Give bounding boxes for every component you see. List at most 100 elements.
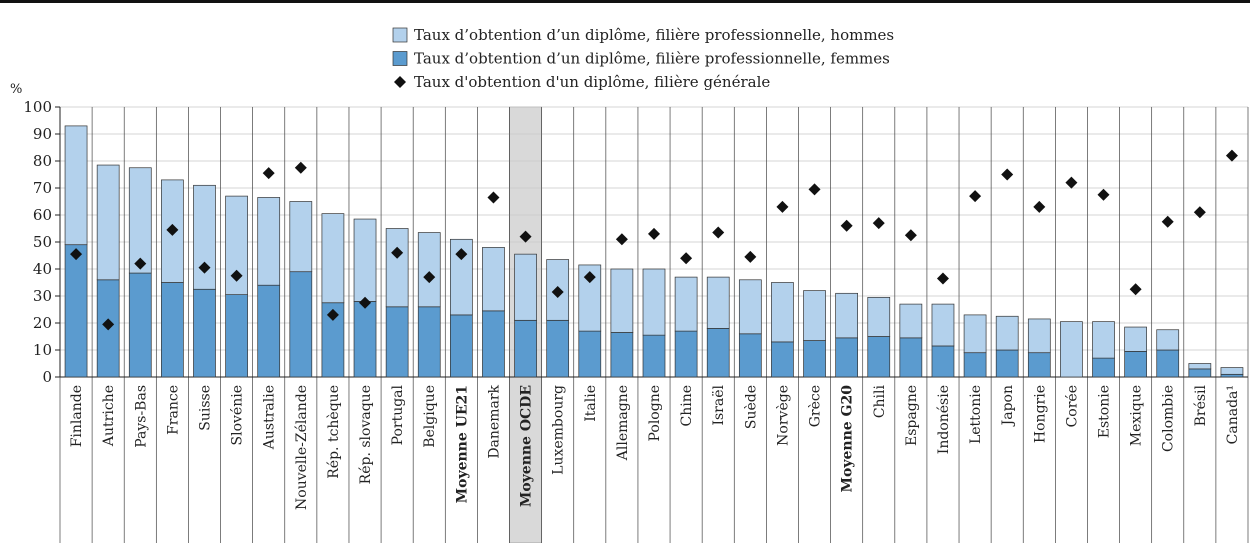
bar-segment <box>803 290 826 341</box>
diamond-marker <box>744 250 757 263</box>
bar-segment <box>257 284 281 378</box>
bar-segment <box>128 272 152 378</box>
legend-swatch <box>392 27 408 43</box>
x-tick-label: Nouvelle-Zélande <box>294 385 310 510</box>
bar-segment <box>546 319 570 378</box>
bar-segment <box>353 301 377 378</box>
bar-segment <box>64 244 88 378</box>
bar-segment <box>193 288 216 378</box>
bar-segment <box>674 276 698 332</box>
x-tick-label: Autriche <box>101 385 117 447</box>
diamond-marker <box>1193 206 1206 219</box>
legend-swatch <box>392 51 408 66</box>
x-tick-label: Portugal <box>390 384 406 445</box>
bar-segment <box>771 341 794 378</box>
bar-segment <box>738 333 762 378</box>
y-tick-label: 30 <box>33 287 52 305</box>
bar-segment <box>1124 351 1147 378</box>
legend-label: Taux d'obtention d'un diplôme, filière g… <box>414 73 770 91</box>
diamond-marker <box>1033 200 1046 213</box>
bar-segment <box>803 340 826 378</box>
diamond-marker <box>680 252 693 265</box>
bar-segment <box>931 303 955 347</box>
bar-segment <box>899 337 923 378</box>
bar-segment <box>385 228 409 308</box>
x-tick-label: Mexique <box>1129 385 1145 446</box>
x-tick-label: Hongrie <box>1032 385 1048 443</box>
bar-segment <box>867 297 891 337</box>
x-tick-label: Estonie <box>1097 385 1113 438</box>
x-tick-label: Finlande <box>69 385 85 447</box>
diamond-marker <box>904 229 917 242</box>
bar-segment <box>835 337 858 378</box>
bar-segment <box>64 125 88 246</box>
diamond-marker <box>648 227 660 240</box>
diamond-marker <box>294 161 307 174</box>
diamond-marker <box>487 191 500 204</box>
x-tick-label: Pays-Bas <box>133 385 149 448</box>
x-tick-label: Chili <box>872 384 888 418</box>
bar-segment <box>706 276 730 329</box>
x-tick-label: Moyenne OCDE <box>519 385 535 507</box>
x-tick-label: Rép. slovaque <box>358 385 374 484</box>
bar-segment <box>385 306 409 378</box>
x-tick-label: Japon <box>1000 385 1016 427</box>
bar-segment <box>289 201 313 273</box>
y-tick-label: 60 <box>33 206 52 224</box>
bar-segment <box>674 330 698 378</box>
bar-segment <box>610 268 634 333</box>
bar-segment <box>193 184 216 290</box>
bar-segment <box>257 197 281 286</box>
bar-segment <box>963 314 987 354</box>
y-tick-label: 20 <box>33 314 52 332</box>
bar-segment <box>321 213 345 304</box>
bar-segment <box>1027 352 1051 378</box>
bar-segment <box>706 328 730 378</box>
bar-segment <box>1188 368 1212 378</box>
diamond-marker <box>776 200 789 213</box>
x-tick-label: Italie <box>583 385 599 422</box>
y-tick-label: 40 <box>33 260 52 278</box>
bar-segment <box>1220 367 1244 375</box>
x-tick-label: Lettonie <box>968 385 984 444</box>
y-tick-label: 0 <box>42 368 52 386</box>
x-tick-label: Corée <box>1064 385 1080 427</box>
y-axis-label: % <box>10 82 22 97</box>
bar-segment <box>578 264 602 332</box>
diamond-marker <box>936 272 949 285</box>
bar-segment <box>225 294 248 378</box>
bar-segment <box>161 282 184 378</box>
bar-segment <box>482 310 505 378</box>
legend-label: Taux d’obtention d’un diplôme, filière p… <box>414 26 894 44</box>
bar-segment <box>1027 318 1051 354</box>
diamond-marker <box>1161 215 1174 228</box>
bar-segment <box>1220 373 1244 378</box>
x-tick-label: Chine <box>679 385 695 427</box>
diamond-marker <box>551 285 564 298</box>
x-tick-label: Grèce <box>808 385 824 427</box>
x-tick-label: Belgique <box>422 385 438 448</box>
bar-segment <box>1156 349 1180 378</box>
bar-segment <box>1156 329 1180 351</box>
bar-segment <box>1188 363 1212 370</box>
x-tick-label: Luxembourg <box>551 385 567 475</box>
bar-segment <box>450 314 473 378</box>
diamond-marker <box>326 308 339 321</box>
x-tick-label: Pologne <box>647 385 663 441</box>
diamond-marker <box>712 226 725 239</box>
diamond-marker <box>230 269 243 282</box>
bar-segment <box>225 195 248 296</box>
diamond-marker <box>1225 149 1238 162</box>
bar-segment <box>995 349 1019 378</box>
x-tick-label: Allemagne <box>615 385 631 461</box>
x-tick-label: Norvège <box>775 385 791 446</box>
x-tick-label: Suisse <box>197 385 213 431</box>
bar-segment <box>1092 357 1115 378</box>
diamond-marker <box>455 248 468 261</box>
y-tick-label: 80 <box>33 152 52 170</box>
bar-segment <box>353 218 377 302</box>
x-tick-label: Rép. tchèque <box>326 385 342 479</box>
bar-segment <box>1092 321 1115 359</box>
diamond-marker <box>808 183 821 196</box>
diamond-marker <box>262 167 275 180</box>
